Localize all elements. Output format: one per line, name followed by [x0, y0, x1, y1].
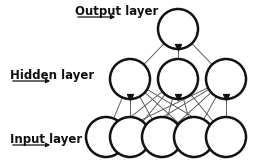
- Point: [176, 96, 180, 98]
- Text: Output layer: Output layer: [75, 6, 158, 19]
- Circle shape: [206, 117, 246, 157]
- Circle shape: [110, 117, 150, 157]
- Text: Hidden layer: Hidden layer: [10, 68, 94, 81]
- Circle shape: [174, 117, 214, 157]
- Circle shape: [110, 59, 150, 99]
- Circle shape: [142, 117, 182, 157]
- Point: [128, 96, 132, 98]
- Point: [224, 96, 228, 98]
- Circle shape: [158, 59, 198, 99]
- Text: Input layer: Input layer: [10, 132, 82, 145]
- Point: [176, 46, 180, 48]
- Circle shape: [86, 117, 126, 157]
- Circle shape: [206, 59, 246, 99]
- Circle shape: [158, 9, 198, 49]
